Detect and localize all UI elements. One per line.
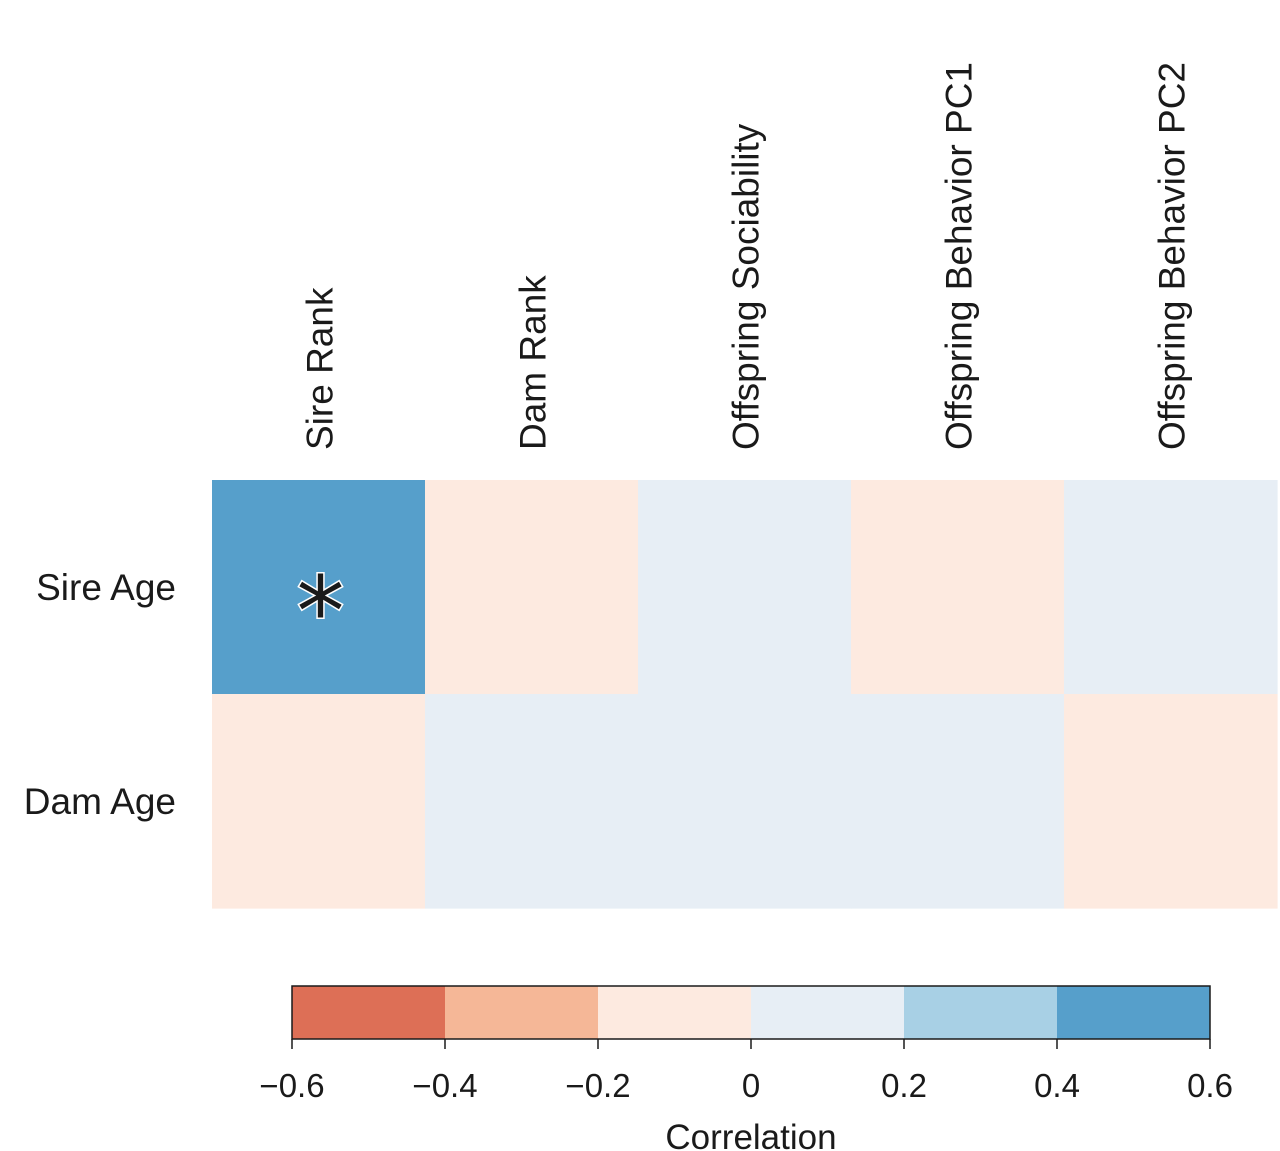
colorbar-bin xyxy=(292,986,446,1039)
significance-marks: * xyxy=(295,555,346,670)
heatmap-cell-r1-c4 xyxy=(1064,694,1278,909)
heatmap-cell-r1-c3 xyxy=(851,694,1065,909)
colorbar-tick-label: 0.6 xyxy=(1187,1067,1233,1104)
heatmap-cell-r1-c2 xyxy=(638,694,852,909)
column-label: Offspring Behavior PC2 xyxy=(1152,62,1193,450)
colorbar-bin xyxy=(904,986,1058,1039)
heatmap-cell-r0-c0 xyxy=(212,480,426,695)
colorbar-tick-label: 0.4 xyxy=(1034,1067,1080,1104)
colorbar-bin xyxy=(445,986,599,1039)
heatmap-cell-r0-c2 xyxy=(638,480,852,695)
column-label: Dam Rank xyxy=(513,275,554,450)
colorbar-tick-label: −0.4 xyxy=(412,1067,477,1104)
heatmap-cells xyxy=(212,480,1278,909)
colorbar-title: Correlation xyxy=(665,1118,836,1151)
colorbar-bin xyxy=(1057,986,1211,1039)
colorbar-tick-label: −0.6 xyxy=(259,1067,324,1104)
column-labels: Sire Rank Dam Rank Offspring Sociability Of… xyxy=(300,62,1193,450)
colorbar-bin xyxy=(598,986,752,1039)
significance-star: * xyxy=(297,556,345,668)
column-label: Offspring Sociability xyxy=(726,123,767,450)
heatmap-cell-r0-c1 xyxy=(425,480,639,695)
colorbar-tick-label: −0.2 xyxy=(565,1067,630,1104)
row-labels: Sire Age Dam Age xyxy=(24,567,176,822)
column-label: Offspring Behavior PC1 xyxy=(939,62,980,450)
colorbar-bin xyxy=(751,986,905,1039)
row-label: Dam Age xyxy=(24,781,176,822)
heatmap-cell-r1-c1 xyxy=(425,694,639,909)
column-label: Sire Rank xyxy=(300,287,341,450)
colorbar: −0.6 −0.4 −0.2 0 0.2 0.4 0.6 Correlation xyxy=(259,985,1233,1151)
row-label: Sire Age xyxy=(36,567,176,608)
heatmap-cell-r0-c3 xyxy=(851,480,1065,695)
heatmap-cell-r0-c4 xyxy=(1064,480,1278,695)
heatmap-cell-r1-c0 xyxy=(212,694,426,909)
colorbar-tick-label: 0 xyxy=(742,1067,760,1104)
colorbar-tick-label: 0.2 xyxy=(881,1067,927,1104)
